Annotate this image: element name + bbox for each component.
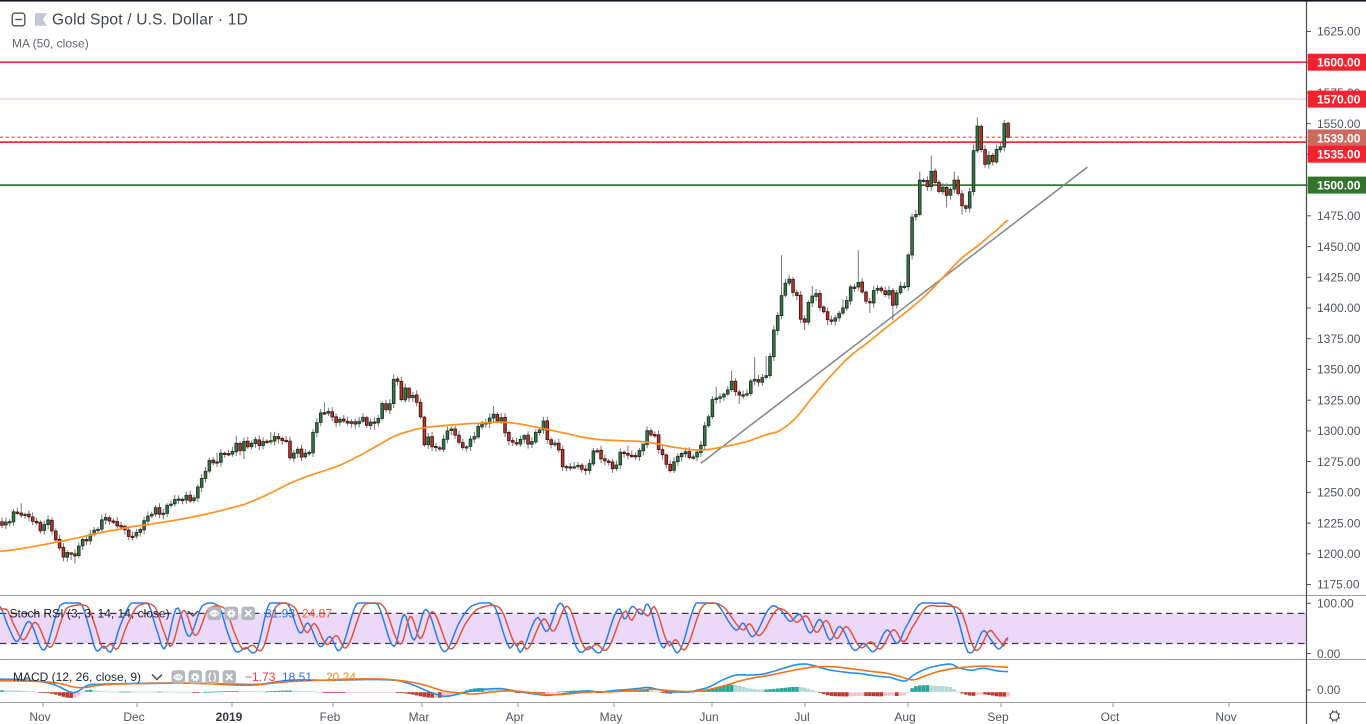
- svg-text:1535.00: 1535.00: [1317, 148, 1361, 162]
- svg-text:Stoch RSI (3, 3, 14, 14, close: Stoch RSI (3, 3, 14, 14, close): [10, 606, 170, 620]
- svg-text:1475.00: 1475.00: [1317, 209, 1361, 223]
- svg-text:0.00: 0.00: [1317, 683, 1341, 697]
- svg-text:1625.00: 1625.00: [1317, 25, 1361, 39]
- svg-text:Apr: Apr: [506, 710, 525, 724]
- svg-text:May: May: [600, 710, 623, 724]
- svg-text:Dec: Dec: [123, 710, 144, 724]
- svg-text:Nov: Nov: [29, 710, 50, 724]
- svg-text:1425.00: 1425.00: [1317, 271, 1361, 285]
- svg-text:0.00: 0.00: [1317, 647, 1341, 661]
- svg-text:Jun: Jun: [699, 710, 718, 724]
- svg-text:Oct: Oct: [1101, 710, 1120, 724]
- svg-text:Mar: Mar: [409, 710, 430, 724]
- svg-text:Aug: Aug: [894, 710, 915, 724]
- svg-text:Gold Spot / U.S. Dollar · 1D: Gold Spot / U.S. Dollar · 1D: [52, 12, 248, 29]
- svg-text:1300.00: 1300.00: [1317, 424, 1361, 438]
- svg-text:1250.00: 1250.00: [1317, 486, 1361, 500]
- svg-text:MACD (12, 26, close, 9): MACD (12, 26, close, 9): [13, 670, 141, 684]
- svg-text:1375.00: 1375.00: [1317, 332, 1361, 346]
- svg-text:1570.00: 1570.00: [1317, 93, 1361, 107]
- svg-text:24.87: 24.87: [302, 606, 332, 620]
- svg-text:31.93: 31.93: [265, 606, 295, 620]
- svg-text:Sep: Sep: [987, 710, 1009, 724]
- svg-text:1400.00: 1400.00: [1317, 301, 1361, 315]
- svg-text:Feb: Feb: [320, 710, 341, 724]
- svg-text:1539.00: 1539.00: [1317, 131, 1361, 145]
- svg-text:1275.00: 1275.00: [1317, 455, 1361, 469]
- svg-text:−1.73: −1.73: [245, 670, 276, 684]
- svg-text:2019: 2019: [216, 710, 243, 724]
- svg-text:1500.00: 1500.00: [1317, 179, 1361, 193]
- svg-text:Nov: Nov: [1215, 710, 1236, 724]
- svg-text:1225.00: 1225.00: [1317, 516, 1361, 530]
- svg-text:1175.00: 1175.00: [1317, 578, 1360, 592]
- svg-text:MA (50, close): MA (50, close): [12, 37, 89, 51]
- svg-text:20.24: 20.24: [326, 670, 356, 684]
- svg-text:1325.00: 1325.00: [1317, 393, 1361, 407]
- svg-text:1450.00: 1450.00: [1317, 240, 1361, 254]
- svg-text:100.00: 100.00: [1317, 597, 1354, 611]
- svg-text:1600.00: 1600.00: [1317, 56, 1361, 70]
- svg-text:18.51: 18.51: [282, 670, 312, 684]
- svg-text:1350.00: 1350.00: [1317, 363, 1361, 377]
- svg-text:Jul: Jul: [794, 710, 809, 724]
- svg-text:1200.00: 1200.00: [1317, 547, 1361, 561]
- svg-text:1550.00: 1550.00: [1317, 117, 1361, 131]
